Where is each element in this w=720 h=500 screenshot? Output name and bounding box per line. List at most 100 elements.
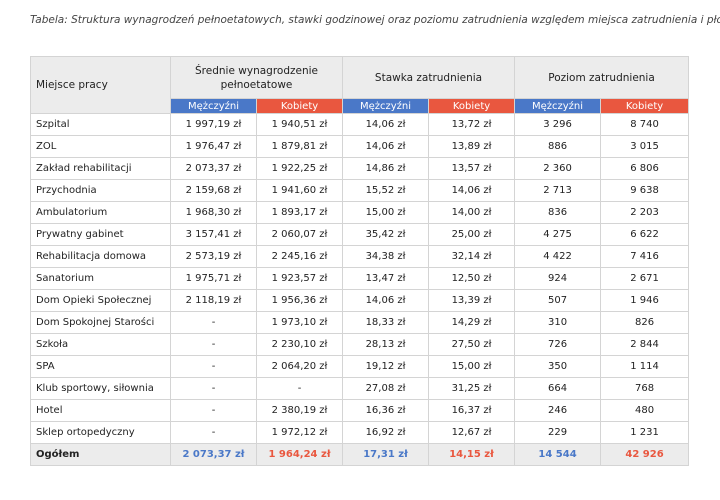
table-row: Ambulatorium 1 968,30 zł 1 893,17 zł 15,00 … <box>30 201 690 224</box>
table-row: Zakład rehabilitacji 2 073,37 zł 1 922,25 … <box>30 157 690 180</box>
row-label: Ogółem <box>30 443 171 466</box>
row-label: Hotel <box>30 399 171 422</box>
row-label: Szkoła <box>30 333 171 356</box>
cell: 16,92 zł <box>342 421 430 444</box>
cell: 3 296 <box>514 113 602 136</box>
cell: 7 416 <box>600 245 690 268</box>
cell: - <box>170 421 257 444</box>
cell: 3 157,41 zł <box>170 223 257 246</box>
cell: 14,06 zł <box>342 113 430 136</box>
row-label: ZOL <box>30 135 171 158</box>
cell: 2 671 <box>600 267 690 290</box>
cell: 28,13 zł <box>342 333 430 356</box>
cell: 6 622 <box>600 223 690 246</box>
cell: 2 230,10 zł <box>255 333 344 356</box>
cell: 1 968,30 zł <box>170 201 257 224</box>
cell: 14,29 zł <box>428 311 516 334</box>
table-row: Rehabilitacja domowa 2 573,19 zł 2 245,16 … <box>30 245 690 268</box>
row-label: Prywatny gabinet <box>30 223 171 246</box>
table-row: Szkoła -2 230,10 zł 28,13 zł 27,50 zł 726 2 8… <box>30 333 690 356</box>
cell: 42 926 <box>600 443 690 466</box>
cell: 13,89 zł <box>428 135 516 158</box>
row-label: Klub sportowy, siłownia <box>30 377 171 400</box>
cell: 3 015 <box>600 135 690 158</box>
cell: 25,00 zł <box>428 223 516 246</box>
table-row: Szpital 1 997,19 zł 1 940,51 zł 14,06 zł 13,… <box>30 113 690 136</box>
row-label: Ambulatorium <box>30 201 171 224</box>
table-row: Sanatorium 1 975,71 zł 1 923,57 zł 13,47 zł… <box>30 267 690 290</box>
cell: 2 159,68 zł <box>170 179 257 202</box>
cell: 2 060,07 zł <box>255 223 344 246</box>
cell: 35,42 zł <box>342 223 430 246</box>
cell: - <box>255 377 344 400</box>
cell: 1 941,60 zł <box>255 179 344 202</box>
cell: 836 <box>514 201 602 224</box>
subheader: Mężczyźni <box>342 98 430 114</box>
cell: 14,06 zł <box>342 135 430 158</box>
table-row: Prywatny gabinet 3 157,41 zł 2 060,07 zł 35… <box>30 223 690 246</box>
cell: 1 946 <box>600 289 690 312</box>
cell: 14,06 zł <box>342 289 430 312</box>
cell: 12,50 zł <box>428 267 516 290</box>
cell: 15,00 zł <box>428 355 516 378</box>
row-label: Dom Opieki Społecznej <box>30 289 171 312</box>
row-label: Zakład rehabilitacji <box>30 157 171 180</box>
cell: 924 <box>514 267 602 290</box>
cell: 16,36 zł <box>342 399 430 422</box>
cell: 27,08 zł <box>342 377 430 400</box>
subheader: Kobiety <box>428 98 516 114</box>
group-header: Poziom zatrudnienia <box>514 56 690 99</box>
cell: 31,25 zł <box>428 377 516 400</box>
cell: 1 879,81 zł <box>255 135 344 158</box>
row-label: Dom Spokojnej Starości <box>30 311 171 334</box>
row-label: SPA <box>30 355 171 378</box>
cell: 1 940,51 zł <box>255 113 344 136</box>
cell: 32,14 zł <box>428 245 516 268</box>
row-label: Szpital <box>30 113 171 136</box>
cell: 13,57 zł <box>428 157 516 180</box>
cell: 1 114 <box>600 355 690 378</box>
cell: 2 064,20 zł <box>255 355 344 378</box>
cell: 2 844 <box>600 333 690 356</box>
row-label: Przychodnia <box>30 179 171 202</box>
cell: 8 740 <box>600 113 690 136</box>
data-table: Miejsce pracy Średnie wynagrodzenie pełn… <box>30 56 690 466</box>
cell: 1 976,47 zł <box>170 135 257 158</box>
table-row: ZOL 1 976,47 zł 1 879,81 zł 14,06 zł 13,89 z… <box>30 135 690 158</box>
cell: 13,39 zł <box>428 289 516 312</box>
cell: 4 275 <box>514 223 602 246</box>
cell: 15,52 zł <box>342 179 430 202</box>
cell: 480 <box>600 399 690 422</box>
cell: 310 <box>514 311 602 334</box>
cell: 34,38 zł <box>342 245 430 268</box>
cell: 2 380,19 zł <box>255 399 344 422</box>
cell: 14,06 zł <box>428 179 516 202</box>
cell: 1 956,36 zł <box>255 289 344 312</box>
cell: 1 975,71 zł <box>170 267 257 290</box>
cell: 2 073,37 zł <box>170 157 257 180</box>
cell: 19,12 zł <box>342 355 430 378</box>
cell: 14,15 zł <box>428 443 516 466</box>
subheader: Kobiety <box>255 98 344 114</box>
table-body: Szpital 1 997,19 zł 1 940,51 zł 14,06 zł 13,… <box>30 113 690 466</box>
cell: 1 893,17 zł <box>255 201 344 224</box>
cell: 16,37 zł <box>428 399 516 422</box>
cell: 17,31 zł <box>342 443 430 466</box>
group-header: Średnie wynagrodzenie pełnoetatowe <box>169 56 344 99</box>
cell: 2 360 <box>514 157 602 180</box>
row-label: Rehabilitacja domowa <box>30 245 171 268</box>
subheader: Kobiety <box>600 98 690 114</box>
corner-header: Miejsce pracy <box>30 56 171 114</box>
cell: 27,50 zł <box>428 333 516 356</box>
cell: 726 <box>514 333 602 356</box>
cell: 2 245,16 zł <box>255 245 344 268</box>
row-label: Sklep ortopedyczny <box>30 421 171 444</box>
table-row: Dom Opieki Społecznej 2 118,19 zł 1 956,36… <box>30 289 690 312</box>
cell: 15,00 zł <box>342 201 430 224</box>
cell: 2 573,19 zł <box>170 245 257 268</box>
cell: 350 <box>514 355 602 378</box>
cell: 2 713 <box>514 179 602 202</box>
table-row: Hotel -2 380,19 zł 16,36 zł 16,37 zł 246 480 <box>30 399 690 422</box>
cell: 1 964,24 zł <box>255 443 344 466</box>
